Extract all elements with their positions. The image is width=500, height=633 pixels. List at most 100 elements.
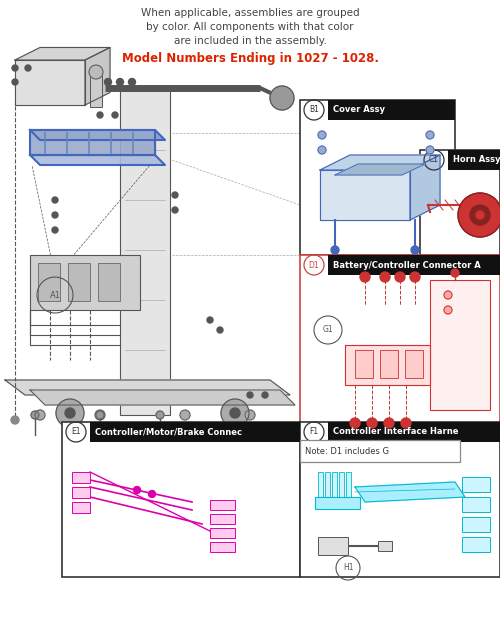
Bar bbox=[462, 497, 490, 512]
Text: by color. All components with that color: by color. All components with that color bbox=[146, 22, 354, 32]
Bar bbox=[72, 472, 90, 483]
Bar bbox=[380, 350, 398, 378]
Bar bbox=[72, 487, 90, 498]
Bar bbox=[318, 537, 348, 555]
Bar bbox=[328, 255, 500, 275]
Bar bbox=[448, 150, 500, 170]
Circle shape bbox=[52, 212, 58, 218]
Polygon shape bbox=[335, 164, 425, 175]
Bar bbox=[339, 472, 344, 500]
Circle shape bbox=[96, 411, 104, 419]
Polygon shape bbox=[320, 170, 410, 220]
Circle shape bbox=[245, 410, 255, 420]
Circle shape bbox=[367, 418, 377, 428]
Circle shape bbox=[89, 65, 103, 79]
Circle shape bbox=[31, 411, 39, 419]
Circle shape bbox=[112, 112, 118, 118]
Circle shape bbox=[444, 291, 452, 299]
Polygon shape bbox=[355, 482, 465, 502]
Circle shape bbox=[318, 131, 326, 139]
Circle shape bbox=[52, 197, 58, 203]
Circle shape bbox=[350, 418, 360, 428]
Polygon shape bbox=[30, 130, 165, 140]
Polygon shape bbox=[410, 155, 440, 220]
Polygon shape bbox=[30, 130, 155, 155]
Text: F1: F1 bbox=[310, 427, 318, 437]
Bar bbox=[62, 422, 300, 577]
Text: Cover Assy: Cover Assy bbox=[333, 106, 385, 115]
Circle shape bbox=[470, 205, 490, 225]
Circle shape bbox=[426, 131, 434, 139]
Bar bbox=[90, 72, 102, 107]
Bar bbox=[300, 440, 460, 462]
Text: Model Numbers Ending in 1027 - 1028.: Model Numbers Ending in 1027 - 1028. bbox=[122, 52, 378, 65]
Bar bbox=[98, 263, 120, 301]
Circle shape bbox=[56, 399, 84, 427]
Bar bbox=[210, 514, 235, 524]
Circle shape bbox=[35, 410, 45, 420]
Bar bbox=[315, 497, 360, 509]
Bar bbox=[38, 263, 60, 301]
Circle shape bbox=[12, 79, 18, 85]
Circle shape bbox=[230, 408, 240, 418]
Polygon shape bbox=[345, 345, 430, 385]
Bar bbox=[90, 422, 300, 442]
Circle shape bbox=[247, 392, 253, 398]
Bar bbox=[210, 528, 235, 538]
Bar bbox=[318, 472, 323, 500]
Bar bbox=[325, 472, 330, 500]
Circle shape bbox=[395, 272, 405, 282]
Text: E1: E1 bbox=[72, 427, 81, 437]
Circle shape bbox=[444, 306, 452, 314]
Circle shape bbox=[134, 487, 140, 494]
Circle shape bbox=[97, 112, 103, 118]
Polygon shape bbox=[320, 155, 440, 170]
Bar bbox=[120, 90, 170, 415]
Circle shape bbox=[262, 392, 268, 398]
Circle shape bbox=[476, 211, 484, 219]
Text: Controller Interface Harne: Controller Interface Harne bbox=[333, 427, 458, 437]
Text: A1: A1 bbox=[50, 291, 60, 299]
Circle shape bbox=[156, 411, 164, 419]
Bar bbox=[68, 263, 90, 301]
Bar bbox=[462, 477, 490, 492]
Circle shape bbox=[217, 327, 223, 333]
Bar bbox=[300, 100, 455, 255]
Circle shape bbox=[384, 418, 394, 428]
Circle shape bbox=[180, 410, 190, 420]
Text: Controller/Motor/Brake Connec: Controller/Motor/Brake Connec bbox=[95, 427, 242, 437]
Text: Battery/Controller Connector A: Battery/Controller Connector A bbox=[333, 261, 481, 270]
Bar bbox=[30, 255, 140, 310]
Circle shape bbox=[52, 227, 58, 233]
Text: Horn Assy: Horn Assy bbox=[453, 156, 500, 165]
Circle shape bbox=[221, 399, 249, 427]
Text: B1: B1 bbox=[309, 106, 319, 115]
Text: Note: D1 includes G: Note: D1 includes G bbox=[305, 446, 389, 456]
Circle shape bbox=[25, 65, 31, 71]
Polygon shape bbox=[30, 155, 165, 165]
Circle shape bbox=[207, 317, 213, 323]
Bar bbox=[328, 422, 500, 442]
Circle shape bbox=[426, 146, 434, 154]
Circle shape bbox=[11, 416, 19, 424]
Circle shape bbox=[128, 78, 136, 85]
Text: D1: D1 bbox=[308, 261, 320, 270]
Circle shape bbox=[270, 86, 294, 110]
Bar bbox=[300, 422, 500, 577]
Circle shape bbox=[95, 410, 105, 420]
Bar bbox=[210, 542, 235, 552]
Circle shape bbox=[148, 491, 156, 498]
Bar bbox=[300, 255, 500, 445]
Bar bbox=[332, 472, 337, 500]
Circle shape bbox=[410, 272, 420, 282]
Text: When applicable, assemblies are grouped: When applicable, assemblies are grouped bbox=[140, 8, 360, 18]
Bar bbox=[328, 100, 455, 120]
Bar bbox=[346, 472, 351, 500]
Bar bbox=[378, 541, 392, 551]
Bar bbox=[462, 517, 490, 532]
Polygon shape bbox=[5, 380, 290, 395]
Text: G1: G1 bbox=[322, 325, 334, 334]
Polygon shape bbox=[15, 47, 110, 60]
Circle shape bbox=[65, 408, 75, 418]
Bar bbox=[405, 350, 423, 378]
